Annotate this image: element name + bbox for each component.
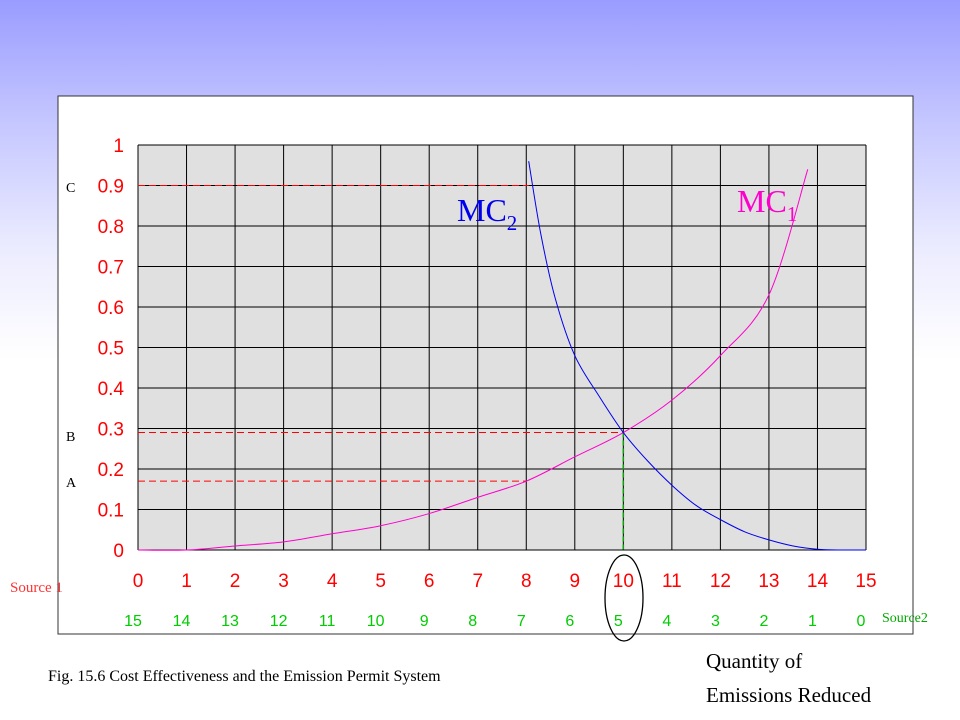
figure-caption: Fig. 15.6 Cost Effectiveness and the Emi…: [48, 668, 441, 685]
reference-guides: [138, 185, 625, 550]
source2-axis-label: Source2: [882, 611, 928, 626]
mc1-label-base: MC: [737, 183, 787, 219]
series-layer: [137, 161, 867, 551]
source1-axis-label: Source 1: [10, 580, 63, 596]
x-tick-label-source2: 5: [614, 613, 623, 630]
highlight-ellipse: [604, 554, 644, 642]
y-tick-label: 0.3: [98, 420, 124, 441]
quantity-axis-title-line2: Emissions Reduced: [706, 683, 872, 707]
point-label-c: C: [66, 181, 75, 196]
mc1-label-subscript: 1: [787, 202, 798, 226]
x-tick-label-source1: 12: [710, 571, 731, 592]
x-tick-label-source1: 6: [424, 571, 435, 592]
x-tick-label-source1: 13: [758, 571, 779, 592]
x-tick-label-source1: 7: [472, 571, 483, 592]
y-tick-label: 0.8: [98, 217, 124, 238]
mc2-label-subscript: 2: [507, 211, 518, 235]
y-tick-label: 1: [113, 136, 124, 157]
point-label-b: B: [66, 430, 75, 445]
y-tick-label: 0.2: [98, 460, 124, 481]
mc2-curve-label: MC2: [457, 192, 517, 235]
y-tick-label: 0.9: [98, 177, 124, 198]
x-tick-label-source1: 15: [855, 571, 876, 592]
y-tick-label: 0.5: [98, 339, 124, 360]
x-tick-label-source1: 1: [181, 571, 192, 592]
x-tick-label-source2: 4: [662, 613, 671, 630]
x-tick-label-source2: 12: [270, 613, 288, 630]
x-tick-labels-source1: 0 1 2 3 4 5 6 7 8 9 10 11 12 13 14 15: [133, 571, 877, 592]
x-tick-label-source2: 9: [420, 613, 429, 630]
x-tick-label-source1: 10: [613, 571, 634, 592]
x-tick-label-source2: 10: [367, 613, 385, 630]
mc2-label-base: MC: [457, 192, 507, 228]
x-tick-label-source2: 1: [808, 613, 817, 630]
grid-lines: [137, 144, 867, 551]
x-tick-label-source2: 3: [711, 613, 720, 630]
x-tick-label-source1: 5: [375, 571, 386, 592]
y-tick-labels: 0 0.1 0.2 0.3 0.4 0.5 0.6 0.7 0.8 0.9 1: [98, 136, 125, 562]
x-tick-label-source1: 3: [278, 571, 289, 592]
quantity-axis-title-line1: Quantity of: [706, 649, 802, 673]
y-tick-label: 0.4: [98, 379, 125, 400]
x-tick-label-source1: 4: [327, 571, 338, 592]
x-tick-labels-source2: 15 14 13 12 11 10 9 8 7 6 5 4 3 2 1 0: [124, 613, 865, 630]
point-label-a: A: [66, 476, 77, 491]
x-tick-label-source2: 2: [759, 613, 768, 630]
mc1-curve-label: MC1: [737, 183, 797, 226]
x-tick-label-source2: 7: [517, 613, 526, 630]
x-tick-label-source2: 11: [319, 613, 336, 630]
x-tick-label-source2: 8: [468, 613, 477, 630]
x-tick-label-source1: 0: [133, 571, 144, 592]
y-tick-label: 0: [113, 541, 124, 562]
x-tick-label-source2: 14: [173, 613, 191, 630]
x-tick-label-source1: 9: [570, 571, 581, 592]
x-tick-label-source2: 15: [124, 613, 142, 630]
y-tick-label: 0.1: [98, 501, 124, 522]
x-tick-label-source2: 0: [857, 613, 866, 630]
y-tick-label: 0.6: [98, 298, 124, 319]
x-tick-label-source2: 13: [221, 613, 239, 630]
y-tick-label: 0.7: [98, 258, 124, 279]
series-line-mc1: [137, 169, 809, 551]
series-line-mc2: [528, 161, 867, 551]
x-tick-label-source2: 6: [565, 613, 574, 630]
x-tick-label-source1: 2: [230, 571, 241, 592]
x-tick-label-source1: 11: [662, 571, 682, 592]
x-tick-label-source1: 8: [521, 571, 532, 592]
x-tick-label-source1: 14: [807, 571, 829, 592]
